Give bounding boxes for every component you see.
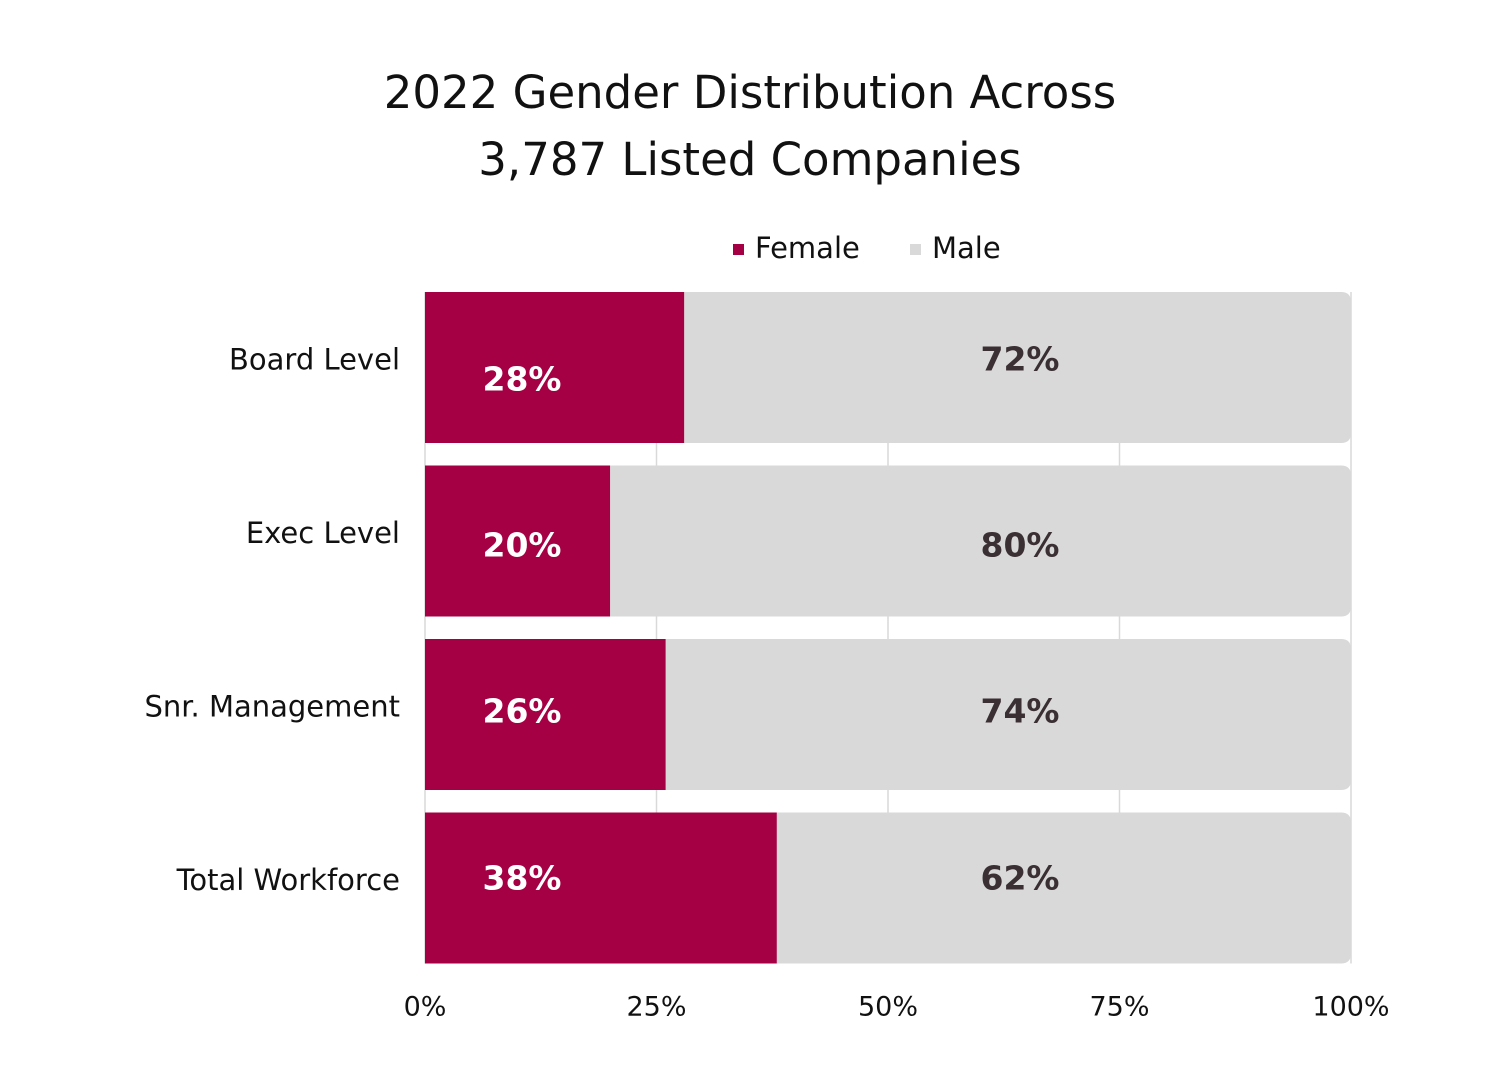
legend-swatch-female bbox=[733, 244, 744, 255]
bar-female-0 bbox=[425, 292, 685, 443]
bar-male-1 bbox=[610, 465, 1351, 617]
chart-title-line-2: 3,787 Listed Companies bbox=[478, 133, 1022, 186]
data-label-male-3: 62% bbox=[981, 859, 1060, 898]
bar-male-3 bbox=[776, 812, 1351, 964]
legend-swatch-male bbox=[910, 244, 921, 255]
x-tick-label-4: 100% bbox=[1312, 992, 1389, 1023]
data-label-female-0: 28% bbox=[483, 360, 562, 399]
x-tick-label-0: 0% bbox=[404, 992, 447, 1023]
category-label-1: Exec Level bbox=[246, 516, 400, 550]
legend-label-male: Male bbox=[932, 231, 1001, 265]
data-label-female-2: 26% bbox=[483, 692, 562, 731]
category-label-3: Total Workforce bbox=[176, 863, 400, 897]
data-label-male-2: 74% bbox=[981, 692, 1060, 731]
data-label-female-3: 38% bbox=[483, 859, 562, 898]
bar-male-0 bbox=[684, 292, 1351, 443]
bar-female-1 bbox=[425, 465, 611, 617]
category-label-0: Board Level bbox=[229, 343, 400, 377]
x-tick-label-1: 25% bbox=[626, 992, 686, 1023]
bar-female-3 bbox=[425, 812, 777, 964]
category-label-2: Snr. Management bbox=[144, 690, 400, 724]
x-tick-label-2: 50% bbox=[858, 992, 918, 1023]
legend-label-female: Female bbox=[755, 231, 860, 265]
bar-female-2 bbox=[425, 639, 666, 790]
data-label-female-1: 20% bbox=[483, 526, 562, 565]
chart-title-line-1: 2022 Gender Distribution Across bbox=[383, 66, 1117, 119]
x-tick-label-3: 75% bbox=[1089, 992, 1149, 1023]
bar-male-2 bbox=[665, 639, 1351, 790]
data-label-male-0: 72% bbox=[981, 340, 1060, 379]
data-label-male-1: 80% bbox=[981, 526, 1060, 565]
